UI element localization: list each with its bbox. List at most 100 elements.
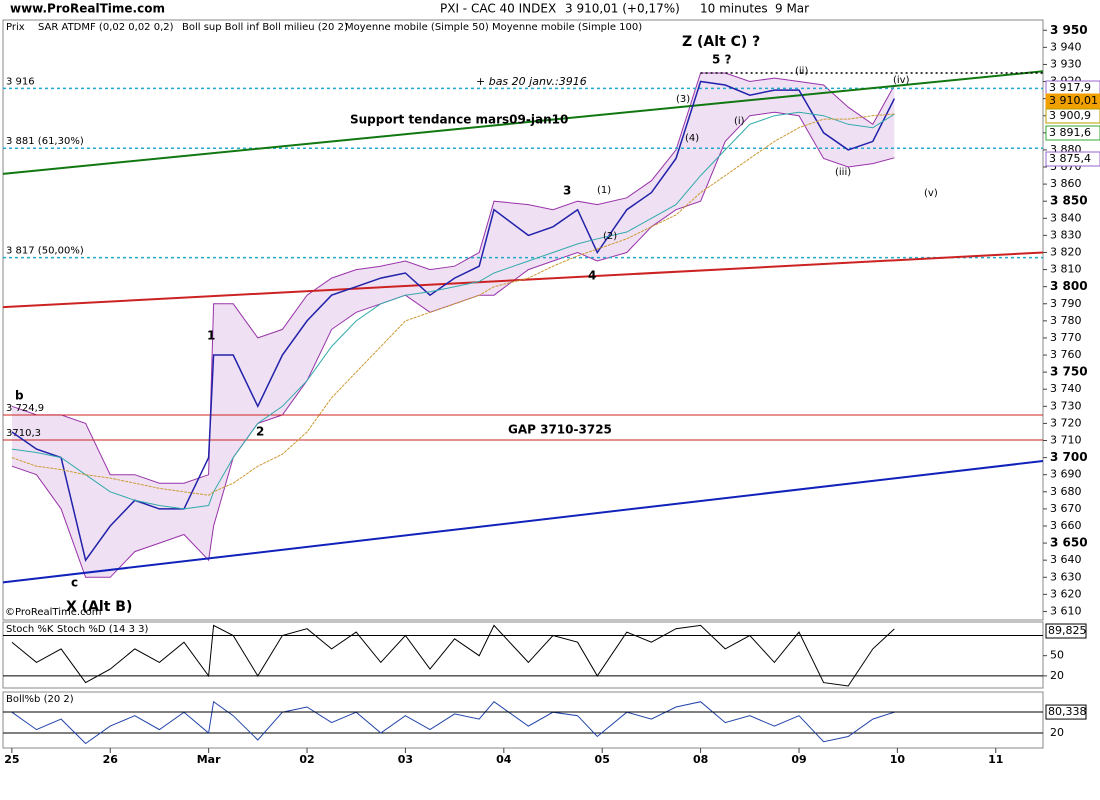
x-tick-label: 08 xyxy=(693,753,708,766)
moving-average xyxy=(11,111,895,510)
price-label-box xyxy=(1045,108,1100,124)
annotation: (4) xyxy=(685,133,699,144)
y-tick-label: 3 680 xyxy=(1050,485,1082,498)
gap-label: 3710,3 xyxy=(6,428,41,439)
annotation: b xyxy=(15,389,24,403)
y-tick-label: 3 640 xyxy=(1050,553,1082,566)
y-tick-label: 3 790 xyxy=(1050,297,1082,310)
x-tick-label: 26 xyxy=(103,753,119,766)
annotation: (i) xyxy=(734,116,745,127)
y-tick-label: 3 810 xyxy=(1050,263,1082,276)
legend-entry: Moyenne mobile (Simple 50) xyxy=(345,22,489,33)
annotation: 1 xyxy=(207,329,215,343)
y-tick-label: 3 630 xyxy=(1050,570,1082,583)
y-tick-label: 3 730 xyxy=(1050,399,1082,412)
y-tick-label: 3 930 xyxy=(1050,57,1082,70)
price-label-box xyxy=(1045,125,1100,141)
price-label: 3 900,9 xyxy=(1049,109,1091,122)
panel-label: Stoch %D (14 3 3) xyxy=(57,624,148,635)
annotation: 2 xyxy=(256,425,264,439)
annotation: 5 ? xyxy=(712,53,732,67)
y-tick-label: 3 670 xyxy=(1050,502,1082,515)
y-tick-label: 3 820 xyxy=(1050,245,1082,258)
trendline xyxy=(2,70,1044,175)
annotation: (iv) xyxy=(893,75,910,86)
legend-entry: Moyenne mobile (Simple 100) xyxy=(492,22,642,33)
y-tick-label: 3 760 xyxy=(1050,348,1082,361)
moving-average xyxy=(11,113,895,496)
price-label: 3 910,01 xyxy=(1049,94,1098,107)
x-tick-label: 03 xyxy=(398,753,413,766)
x-tick-label: 02 xyxy=(299,753,314,766)
y-tick-label: 3 940 xyxy=(1050,40,1082,53)
annotation: + bas 20 janv.:3916 xyxy=(476,75,587,88)
y-tick-label: 20 xyxy=(1050,726,1064,739)
price-label: 3 891,6 xyxy=(1049,126,1091,139)
panel-label: Stoch %K xyxy=(6,624,54,635)
y-tick-label: 3 650 xyxy=(1050,536,1088,550)
x-tick-label: 05 xyxy=(595,753,610,766)
legend-entry: Boll sup Boll inf Boll milieu (20 2) xyxy=(182,22,348,33)
annotation: Support tendance mars09-jan10 xyxy=(350,113,568,127)
y-tick-label: 3 690 xyxy=(1050,468,1082,481)
value-label: 89,825 xyxy=(1048,624,1087,637)
annotation: (ii) xyxy=(795,66,808,77)
annotation: (3) xyxy=(676,94,690,105)
bollb-panel xyxy=(2,691,1044,749)
price-panel xyxy=(2,19,1044,621)
legend-entry: Prix xyxy=(6,22,25,33)
annotation: c xyxy=(71,576,78,590)
stoch-panel xyxy=(2,621,1044,689)
bollinger-band xyxy=(11,73,895,578)
interval: 10 minutes xyxy=(700,2,768,16)
x-tick-label: 10 xyxy=(890,753,906,766)
y-tick-label: 3 830 xyxy=(1050,228,1082,241)
date: 9 Mar xyxy=(775,2,809,16)
y-tick-label: 3 780 xyxy=(1050,314,1082,327)
y-tick-label: 3 850 xyxy=(1050,194,1088,208)
x-tick-label: 04 xyxy=(496,753,512,766)
y-tick-label: 3 750 xyxy=(1050,365,1088,379)
y-tick-label: 3 860 xyxy=(1050,177,1082,190)
annotation: (1) xyxy=(597,185,611,196)
annotation: (2) xyxy=(603,231,617,242)
y-tick-label: 3 720 xyxy=(1050,416,1082,429)
legend-entry: SAR ATDMF (0,02 0,02 0,2) xyxy=(38,22,174,33)
y-tick-label: 3 660 xyxy=(1050,519,1082,532)
annotation: 4 xyxy=(588,269,596,283)
y-tick-label: 3 700 xyxy=(1050,450,1088,464)
chart-title: PXI - CAC 40 INDEX xyxy=(440,2,556,16)
panel-label: Boll%b (20 2) xyxy=(6,694,74,705)
y-tick-label: 3 620 xyxy=(1050,587,1082,600)
y-tick-label: 50 xyxy=(1050,649,1064,662)
stoch-line xyxy=(11,624,895,687)
copyright: ©ProRealTime.com xyxy=(5,607,101,618)
level-label: 3 817 (50,00%) xyxy=(6,246,84,257)
gap-label: 3 724,9 xyxy=(6,403,44,414)
annotation: GAP 3710-3725 xyxy=(508,423,612,437)
level-label: 3 916 xyxy=(6,76,35,87)
y-tick-label: 3 610 xyxy=(1050,604,1082,617)
price-label-box xyxy=(1045,93,1100,109)
price-label-box xyxy=(1045,151,1100,167)
y-tick-label: 3 740 xyxy=(1050,382,1082,395)
price-label: 3 917,9 xyxy=(1049,81,1091,94)
annotation: Z (Alt C) ? xyxy=(682,34,760,50)
value-box xyxy=(1045,623,1087,639)
y-tick-label: 3 770 xyxy=(1050,331,1082,344)
y-tick-label: 3 840 xyxy=(1050,211,1082,224)
bollinger-upper xyxy=(11,72,895,484)
annotation: X (Alt B) xyxy=(66,599,132,615)
value-label: 80,338 xyxy=(1048,705,1087,718)
annotation: (v) xyxy=(924,188,938,199)
last-price: 3 910,01 (+0,17%) xyxy=(565,2,680,16)
y-tick-label: 3 710 xyxy=(1050,434,1082,447)
y-tick-label: 3 950 xyxy=(1050,23,1088,37)
x-tick-label: Mar xyxy=(197,753,221,766)
bollb-line xyxy=(11,700,895,745)
x-tick-label: 09 xyxy=(791,753,806,766)
x-tick-label: 11 xyxy=(988,753,1003,766)
y-tick-label: 3 800 xyxy=(1050,279,1088,293)
trendline xyxy=(2,460,1044,584)
